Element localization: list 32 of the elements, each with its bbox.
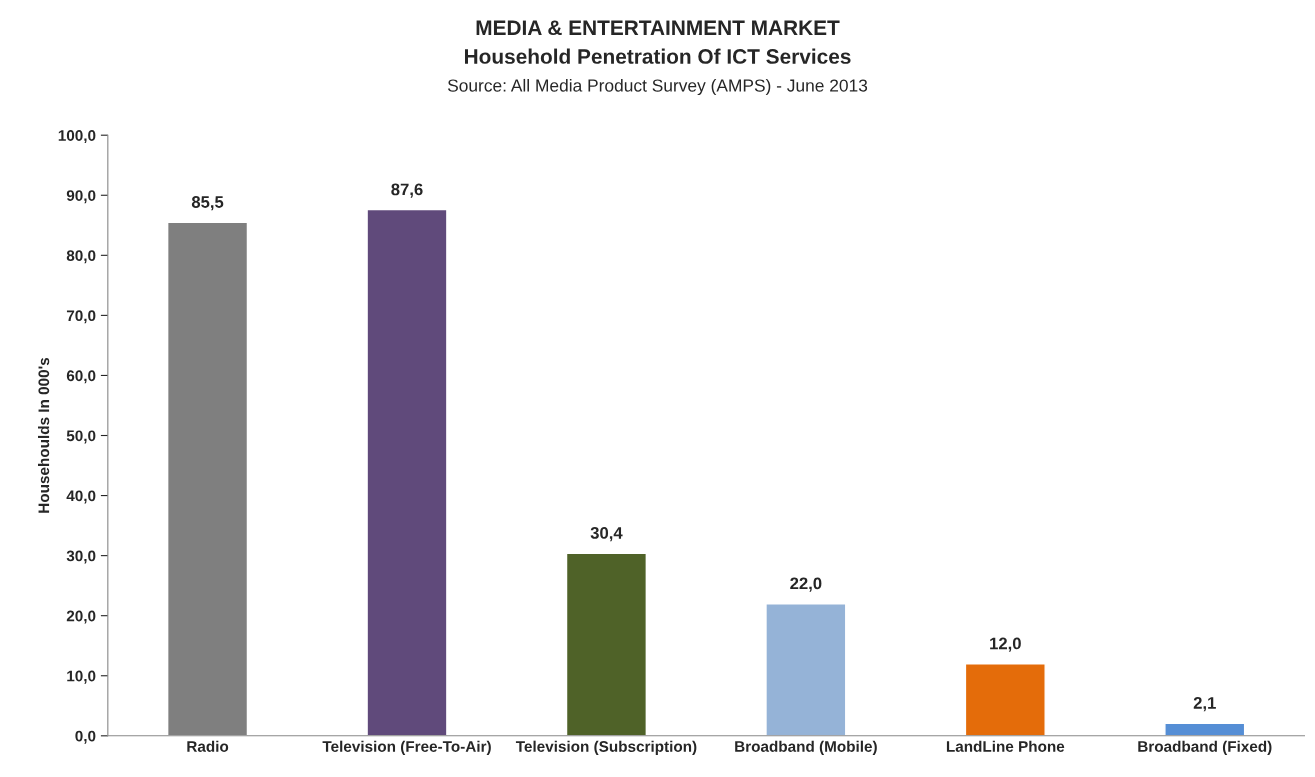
x-tick-label: Radio <box>187 740 229 752</box>
bar <box>366 208 448 736</box>
y-tick-label: 80,0 <box>66 250 96 264</box>
data-label: 22,0 <box>790 577 822 592</box>
x-tick-label: Television (Subscription) <box>515 740 697 755</box>
y-axis-title: Househoulds In 000's <box>38 357 50 513</box>
bar <box>1164 722 1246 736</box>
x-tick-label: Television (Free-To-Air) <box>322 740 491 755</box>
y-tick-label: 70,0 <box>66 310 96 324</box>
y-tick-label: 30,0 <box>66 550 96 564</box>
data-label: 2,1 <box>1193 697 1216 712</box>
source-note: Source: All Media Product Survey (AMPS) - June 2013 <box>447 78 868 96</box>
x-tick-label: Broadband (Fixed) <box>1138 740 1272 755</box>
y-tick-label: 10,0 <box>67 670 96 684</box>
x-tick-label: LandLine Phone <box>946 740 1065 752</box>
data-label: 30,4 <box>590 527 623 542</box>
chart-subtitle: Household Penetration Of ICT Services <box>465 48 851 64</box>
x-tick-label: Broadband (Mobile) <box>735 740 877 755</box>
bar <box>765 602 847 736</box>
data-label: 87,6 <box>391 183 423 198</box>
y-tick-label: 0,0 <box>75 730 96 744</box>
y-tick-label: 40,0 <box>66 490 96 504</box>
data-label: 85,5 <box>191 196 224 211</box>
y-tick-label: 90,0 <box>66 190 96 204</box>
data-label: 12,0 <box>990 637 1021 652</box>
y-tick-label: 20,0 <box>66 610 96 624</box>
bar <box>565 552 648 736</box>
y-tick-label: 50,0 <box>66 430 96 444</box>
bar <box>964 663 1046 736</box>
y-tick-label: 100,0 <box>58 130 96 144</box>
chart-title: MEDIA & ENTERTAINMENT MARKET <box>476 20 840 36</box>
y-tick-label: 60,0 <box>66 370 96 384</box>
